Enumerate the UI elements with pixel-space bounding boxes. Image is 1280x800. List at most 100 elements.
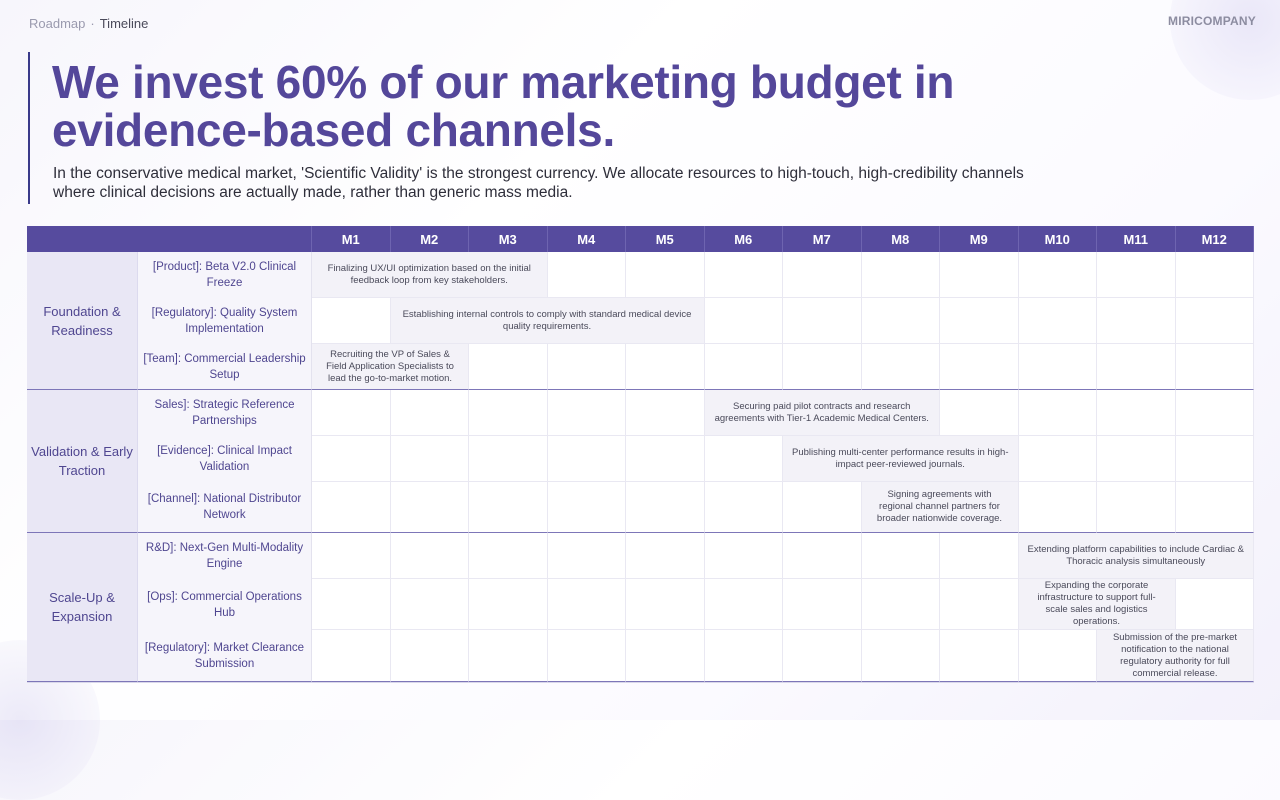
empty-cell [312, 579, 391, 630]
empty-cell [469, 390, 548, 436]
empty-cell [469, 436, 548, 482]
empty-cell [312, 533, 391, 579]
empty-cell [626, 482, 705, 533]
row-label: [Team]: Commercial Leadership Setup [138, 344, 312, 390]
empty-cell [1175, 482, 1254, 533]
empty-cell [940, 390, 1019, 436]
empty-cell [626, 252, 705, 298]
empty-cell [547, 252, 626, 298]
empty-cell [1175, 579, 1254, 630]
empty-cell [1018, 252, 1097, 298]
empty-cell [940, 252, 1019, 298]
empty-cell [940, 298, 1019, 344]
empty-cell [626, 533, 705, 579]
empty-cell [704, 252, 783, 298]
row-label: Sales]: Strategic Reference Partnerships [138, 390, 312, 436]
empty-cell [547, 533, 626, 579]
empty-cell [312, 436, 391, 482]
empty-cell [861, 579, 940, 630]
timeline-bar[interactable]: Extending platform capabilities to inclu… [1018, 533, 1254, 579]
empty-cell [1018, 482, 1097, 533]
empty-cell [861, 298, 940, 344]
group-label: Foundation & Readiness [27, 252, 138, 390]
brand-logo: MIRICOMPANY [1168, 14, 1256, 28]
empty-cell [390, 579, 469, 630]
month-header-m7: M7 [783, 226, 862, 252]
empty-cell [1018, 390, 1097, 436]
month-header-m1: M1 [312, 226, 391, 252]
timeline-bar[interactable]: Establishing internal controls to comply… [390, 298, 705, 344]
empty-cell [312, 390, 391, 436]
month-header-m4: M4 [547, 226, 626, 252]
group-label: Scale-Up & Expansion [27, 533, 138, 682]
empty-cell [861, 344, 940, 390]
empty-cell [704, 630, 783, 682]
timeline-bar[interactable]: Securing paid pilot contracts and resear… [704, 390, 940, 436]
empty-cell [547, 344, 626, 390]
empty-cell [312, 298, 391, 344]
header-blank-cell [27, 226, 312, 252]
empty-cell [1097, 252, 1176, 298]
empty-cell [783, 533, 862, 579]
empty-cell [940, 630, 1019, 682]
month-header-m10: M10 [1018, 226, 1097, 252]
month-header-m3: M3 [469, 226, 548, 252]
timeline-bar[interactable]: Publishing multi-center performance resu… [783, 436, 1019, 482]
empty-cell [1097, 436, 1176, 482]
empty-cell [1097, 390, 1176, 436]
empty-cell [469, 533, 548, 579]
empty-cell [704, 533, 783, 579]
empty-cell [469, 630, 548, 682]
month-header-m9: M9 [940, 226, 1019, 252]
empty-cell [783, 298, 862, 344]
empty-cell [704, 298, 783, 344]
month-header-m8: M8 [861, 226, 940, 252]
timeline-bar[interactable]: Recruiting the VP of Sales & Field Appli… [312, 344, 469, 390]
empty-cell [861, 630, 940, 682]
page-subtitle: In the conservative medical market, 'Sci… [53, 165, 1024, 201]
empty-cell [390, 482, 469, 533]
empty-cell [626, 579, 705, 630]
empty-cell [861, 533, 940, 579]
breadcrumb-separator: · [90, 16, 95, 31]
empty-cell [940, 344, 1019, 390]
row-label: [Product]: Beta V2.0 Clinical Freeze [138, 252, 312, 298]
empty-cell [783, 630, 862, 682]
timeline-bar[interactable]: Finalizing UX/UI optimization based on t… [312, 252, 548, 298]
row-label: [Regulatory]: Quality System Implementat… [138, 298, 312, 344]
empty-cell [312, 630, 391, 682]
timeline-bar[interactable]: Signing agreements with regional channel… [861, 482, 1019, 533]
empty-cell [547, 579, 626, 630]
empty-cell [1097, 298, 1176, 344]
month-header-m11: M11 [1097, 226, 1176, 252]
empty-cell [1018, 344, 1097, 390]
month-header-m2: M2 [390, 226, 469, 252]
row-label: R&D]: Next-Gen Multi-Modality Engine [138, 533, 312, 579]
empty-cell [547, 390, 626, 436]
timeline-bar[interactable]: Expanding the corporate infrastructure t… [1018, 579, 1176, 630]
title-accent-bar [28, 52, 30, 204]
month-header-m12: M12 [1175, 226, 1254, 252]
timeline-bar[interactable]: Submission of the pre-market notificatio… [1097, 630, 1254, 682]
empty-cell [783, 252, 862, 298]
breadcrumb-parent[interactable]: Roadmap [29, 16, 86, 31]
empty-cell [783, 579, 862, 630]
empty-cell [390, 533, 469, 579]
empty-cell [626, 344, 705, 390]
empty-cell [1175, 390, 1254, 436]
empty-cell [547, 436, 626, 482]
empty-cell [469, 579, 548, 630]
roadmap-timeline-grid: M1 M2 M3 M4 M5 M6 M7 M8 M9 M10 M11 M12 Foundation & … [27, 226, 1254, 683]
empty-cell [704, 344, 783, 390]
empty-cell [1175, 344, 1254, 390]
empty-cell [783, 344, 862, 390]
empty-cell [1175, 252, 1254, 298]
empty-cell [940, 533, 1019, 579]
empty-cell [1097, 344, 1176, 390]
row-label: [Ops]: Commercial Operations Hub [138, 579, 312, 630]
breadcrumb: Roadmap · Timeline [29, 16, 148, 31]
empty-cell [1175, 436, 1254, 482]
empty-cell [626, 436, 705, 482]
empty-cell [1018, 630, 1097, 682]
empty-cell [469, 344, 548, 390]
